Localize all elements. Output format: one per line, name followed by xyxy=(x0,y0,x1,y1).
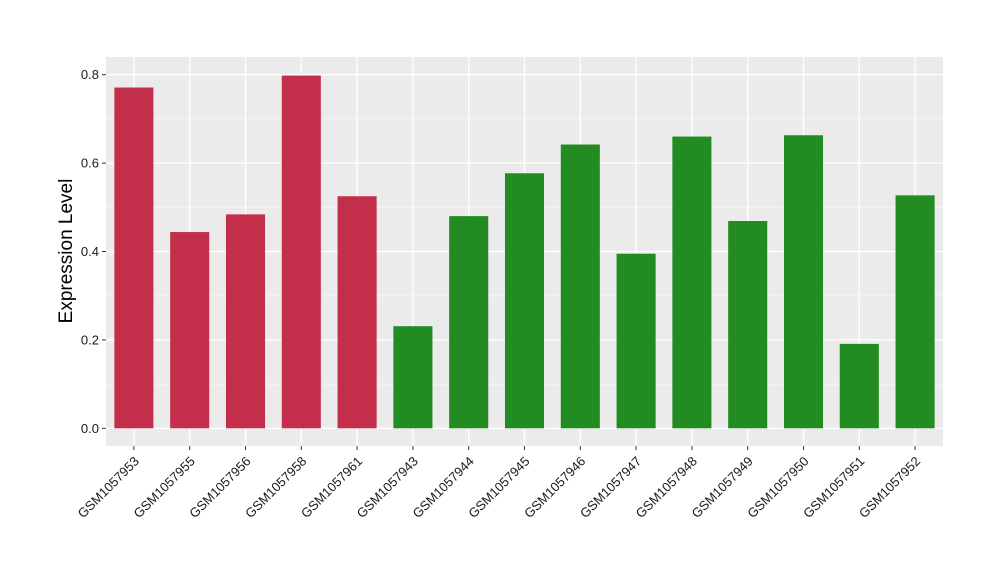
bar xyxy=(337,196,377,429)
bar xyxy=(170,232,210,429)
bar xyxy=(225,214,266,429)
bar xyxy=(504,173,545,429)
bar xyxy=(560,144,600,429)
y-axis: 0.0 0.2 0.4 0.6 0.8 xyxy=(81,67,106,436)
bar xyxy=(114,87,154,429)
bar xyxy=(449,216,489,429)
y-tick-label: 0.2 xyxy=(81,332,99,347)
y-axis-title: Expression Level xyxy=(56,179,77,324)
bar xyxy=(728,220,768,429)
y-tick-label: 0.6 xyxy=(81,156,99,171)
bar xyxy=(895,195,935,429)
bar xyxy=(783,135,824,429)
bar xyxy=(616,253,656,429)
bar xyxy=(672,136,712,429)
bar xyxy=(839,343,879,429)
y-tick-label: 0.0 xyxy=(81,421,99,436)
bar xyxy=(281,75,321,429)
bars-group xyxy=(114,75,935,429)
x-axis: GSM1057953GSM1057955GSM1057956GSM1057958… xyxy=(75,446,923,521)
y-tick-label: 0.8 xyxy=(81,67,99,82)
y-tick-label: 0.4 xyxy=(81,244,99,259)
bar xyxy=(393,326,433,429)
